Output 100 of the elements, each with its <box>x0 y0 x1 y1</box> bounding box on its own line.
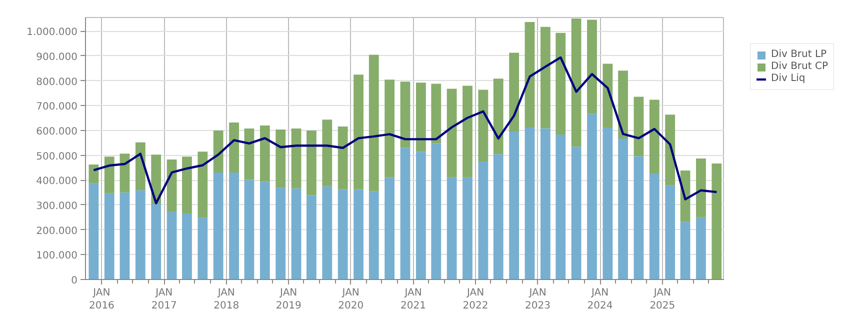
bar <box>213 130 224 172</box>
bar <box>120 192 130 280</box>
bar <box>431 84 442 144</box>
bar <box>634 96 644 156</box>
line-series <box>92 56 718 204</box>
bar <box>354 189 364 280</box>
bar <box>602 64 613 128</box>
bar <box>338 189 348 280</box>
bar <box>618 70 628 138</box>
bar <box>665 114 676 186</box>
x-tick-label: JAN 2017 <box>151 288 177 312</box>
y-tick-label: 0 <box>71 276 78 286</box>
bar <box>431 143 442 280</box>
bar <box>696 217 706 280</box>
bar <box>493 78 504 154</box>
bar <box>649 100 660 174</box>
bar <box>368 54 379 192</box>
bar <box>524 128 535 280</box>
legend-label: Div Brut LP <box>771 49 827 60</box>
y-tick-label: 400.000 <box>36 176 78 188</box>
bar <box>540 128 550 280</box>
bar <box>696 158 706 218</box>
x-tick-label: JAN 2019 <box>276 288 302 312</box>
bar <box>462 177 472 280</box>
bar <box>322 120 332 186</box>
bar <box>260 126 270 182</box>
y-tick-label: 1.000.000 <box>26 27 78 38</box>
x-tick-label: JAN 2016 <box>88 288 114 312</box>
y-tick-label: 200.000 <box>36 226 78 237</box>
bar <box>291 128 302 188</box>
y-tick-label: 700.000 <box>36 102 78 113</box>
bar <box>182 156 192 214</box>
x-tick-label: JAN 2020 <box>338 288 364 312</box>
bar <box>665 185 676 280</box>
y-tick-label: 900.000 <box>36 52 78 63</box>
bar <box>384 177 395 280</box>
bar <box>198 152 208 218</box>
legend-label: Div Liq <box>771 73 806 84</box>
bar <box>213 172 224 280</box>
bar <box>446 88 457 178</box>
x-tick-label: JAN 2024 <box>587 288 613 312</box>
x-tick-label: JAN 2018 <box>214 288 240 312</box>
bar <box>602 128 613 280</box>
bar <box>368 191 379 280</box>
bar <box>400 148 410 280</box>
x-tick-label: JAN 2025 <box>650 288 676 312</box>
bar <box>166 211 177 280</box>
bar <box>540 26 550 128</box>
bar <box>634 156 644 280</box>
bar <box>416 82 426 152</box>
bar <box>712 164 722 280</box>
bar <box>587 114 597 280</box>
bar <box>229 172 239 280</box>
bar <box>104 156 114 194</box>
bar <box>680 222 690 280</box>
bar <box>151 204 162 280</box>
x-tick-label: JAN 2022 <box>462 288 488 312</box>
bar <box>198 218 208 280</box>
bar <box>306 195 316 280</box>
y-tick-label: 500.000 <box>36 151 78 162</box>
bar <box>182 213 192 280</box>
bar <box>244 180 254 280</box>
bar <box>509 52 520 132</box>
bar <box>556 32 566 134</box>
bar <box>400 82 410 148</box>
bar <box>571 18 582 147</box>
bar <box>135 190 146 280</box>
bar <box>276 188 286 280</box>
x-tick-label: JAN 2021 <box>400 288 426 312</box>
bar <box>229 122 239 172</box>
bar <box>120 154 130 192</box>
x-tick-label: JAN 2023 <box>525 288 550 312</box>
bar <box>88 183 99 280</box>
bar <box>649 173 660 280</box>
bar <box>571 146 582 280</box>
bar <box>462 86 472 178</box>
bar <box>618 138 628 280</box>
bar <box>509 131 520 280</box>
bar <box>322 186 332 280</box>
bar <box>276 130 286 188</box>
bar <box>478 90 488 162</box>
bar <box>88 164 99 184</box>
bar <box>478 162 488 280</box>
bar <box>291 188 302 280</box>
y-tick-label: 600.000 <box>36 126 78 138</box>
bar <box>306 130 316 196</box>
bar <box>260 182 270 280</box>
bar <box>354 74 364 190</box>
y-tick-label: 300.000 <box>36 201 78 212</box>
y-tick-label: 800.000 <box>36 76 78 88</box>
bar <box>446 177 457 280</box>
bar <box>416 152 426 280</box>
legend-label: Div Brut CP <box>771 61 828 72</box>
bar <box>524 22 535 128</box>
bar <box>587 20 597 114</box>
bar <box>556 134 566 280</box>
bar <box>384 80 395 178</box>
bar <box>493 154 504 280</box>
y-tick-label: 100.000 <box>36 250 78 262</box>
bar <box>104 193 114 280</box>
